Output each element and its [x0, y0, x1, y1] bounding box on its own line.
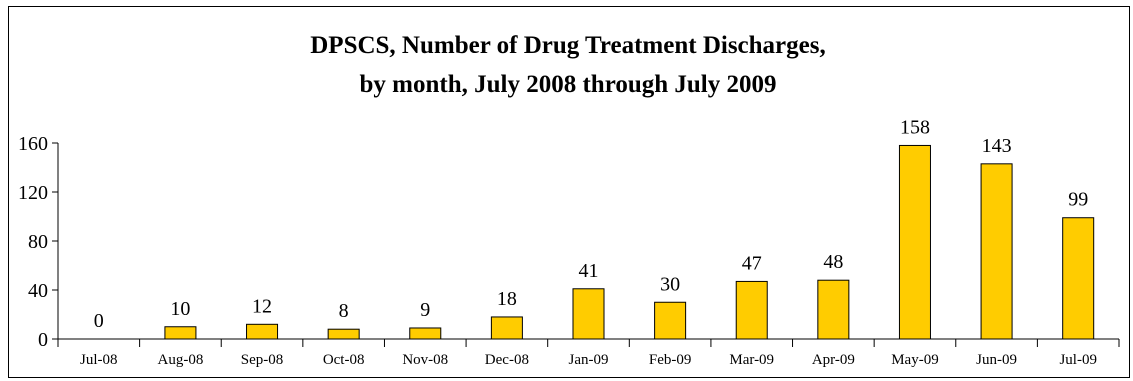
- bar-data-label: 99: [1068, 189, 1088, 211]
- bar: [898, 144, 931, 340]
- x-category-label: Jun-09: [976, 352, 1017, 368]
- bar-data-label: 30: [660, 273, 680, 295]
- y-tick-label: 80: [28, 231, 48, 253]
- bar-data-label: 0: [94, 310, 104, 332]
- x-category-label: Aug-08: [158, 352, 204, 368]
- chart-title-line-1: DPSCS, Number of Drug Treatment Discharg…: [310, 32, 825, 59]
- bar-data-label: 48: [823, 251, 843, 273]
- bar-data-label: 10: [170, 298, 190, 320]
- x-category-label: Sep-08: [241, 352, 284, 368]
- x-category-label: Jul-08: [80, 352, 118, 368]
- bar-data-label: 143: [982, 135, 1012, 157]
- bar-data-label: 47: [742, 252, 762, 274]
- x-category-label: Feb-09: [649, 352, 692, 368]
- x-axis: Jul-08 Aug-08 Sep-08 Oct-08 Nov-08 Dec-08 Jan-…: [57, 338, 1120, 368]
- y-tick-label: 160: [18, 133, 48, 155]
- bar: [654, 301, 687, 340]
- bar: [735, 280, 768, 340]
- x-category-label: Apr-09: [812, 352, 855, 368]
- bar-data-label: 158: [900, 116, 930, 138]
- bar-data-label: 18: [497, 288, 517, 310]
- x-category-label: Nov-08: [402, 352, 448, 368]
- bar: [980, 163, 1013, 340]
- bar: [1062, 217, 1095, 340]
- chart-frame: [8, 6, 1130, 378]
- y-tick-label: 0: [38, 329, 48, 351]
- bar: [246, 323, 279, 340]
- bar: [327, 328, 360, 340]
- x-category-label: May-09: [891, 352, 939, 368]
- data-labels: 0 10 12 8 9 18 41 30 47 48 158 143 99: [94, 116, 1088, 332]
- x-category-label: Jan-09: [569, 352, 609, 368]
- y-axis: 0 40 80 120 160: [18, 133, 59, 351]
- bar: [572, 288, 605, 340]
- y-tick-label: 120: [18, 182, 48, 204]
- y-tick-label: 40: [28, 280, 48, 302]
- bar-data-label: 41: [579, 260, 599, 282]
- bar: [164, 326, 197, 340]
- x-category-label: Jul-09: [1059, 352, 1097, 368]
- x-category-label: Oct-08: [323, 352, 365, 368]
- bar: [490, 316, 523, 340]
- x-category-label: Mar-09: [729, 352, 774, 368]
- bar: [409, 327, 442, 340]
- bar: [817, 279, 850, 340]
- bar-data-label: 8: [339, 300, 349, 322]
- bar-data-label: 9: [420, 299, 430, 321]
- chart-title-line-2: by month, July 2008 through July 2009: [360, 71, 777, 98]
- x-category-label: Dec-08: [485, 352, 529, 368]
- bar-data-label: 12: [252, 295, 272, 317]
- bars: [164, 144, 1095, 340]
